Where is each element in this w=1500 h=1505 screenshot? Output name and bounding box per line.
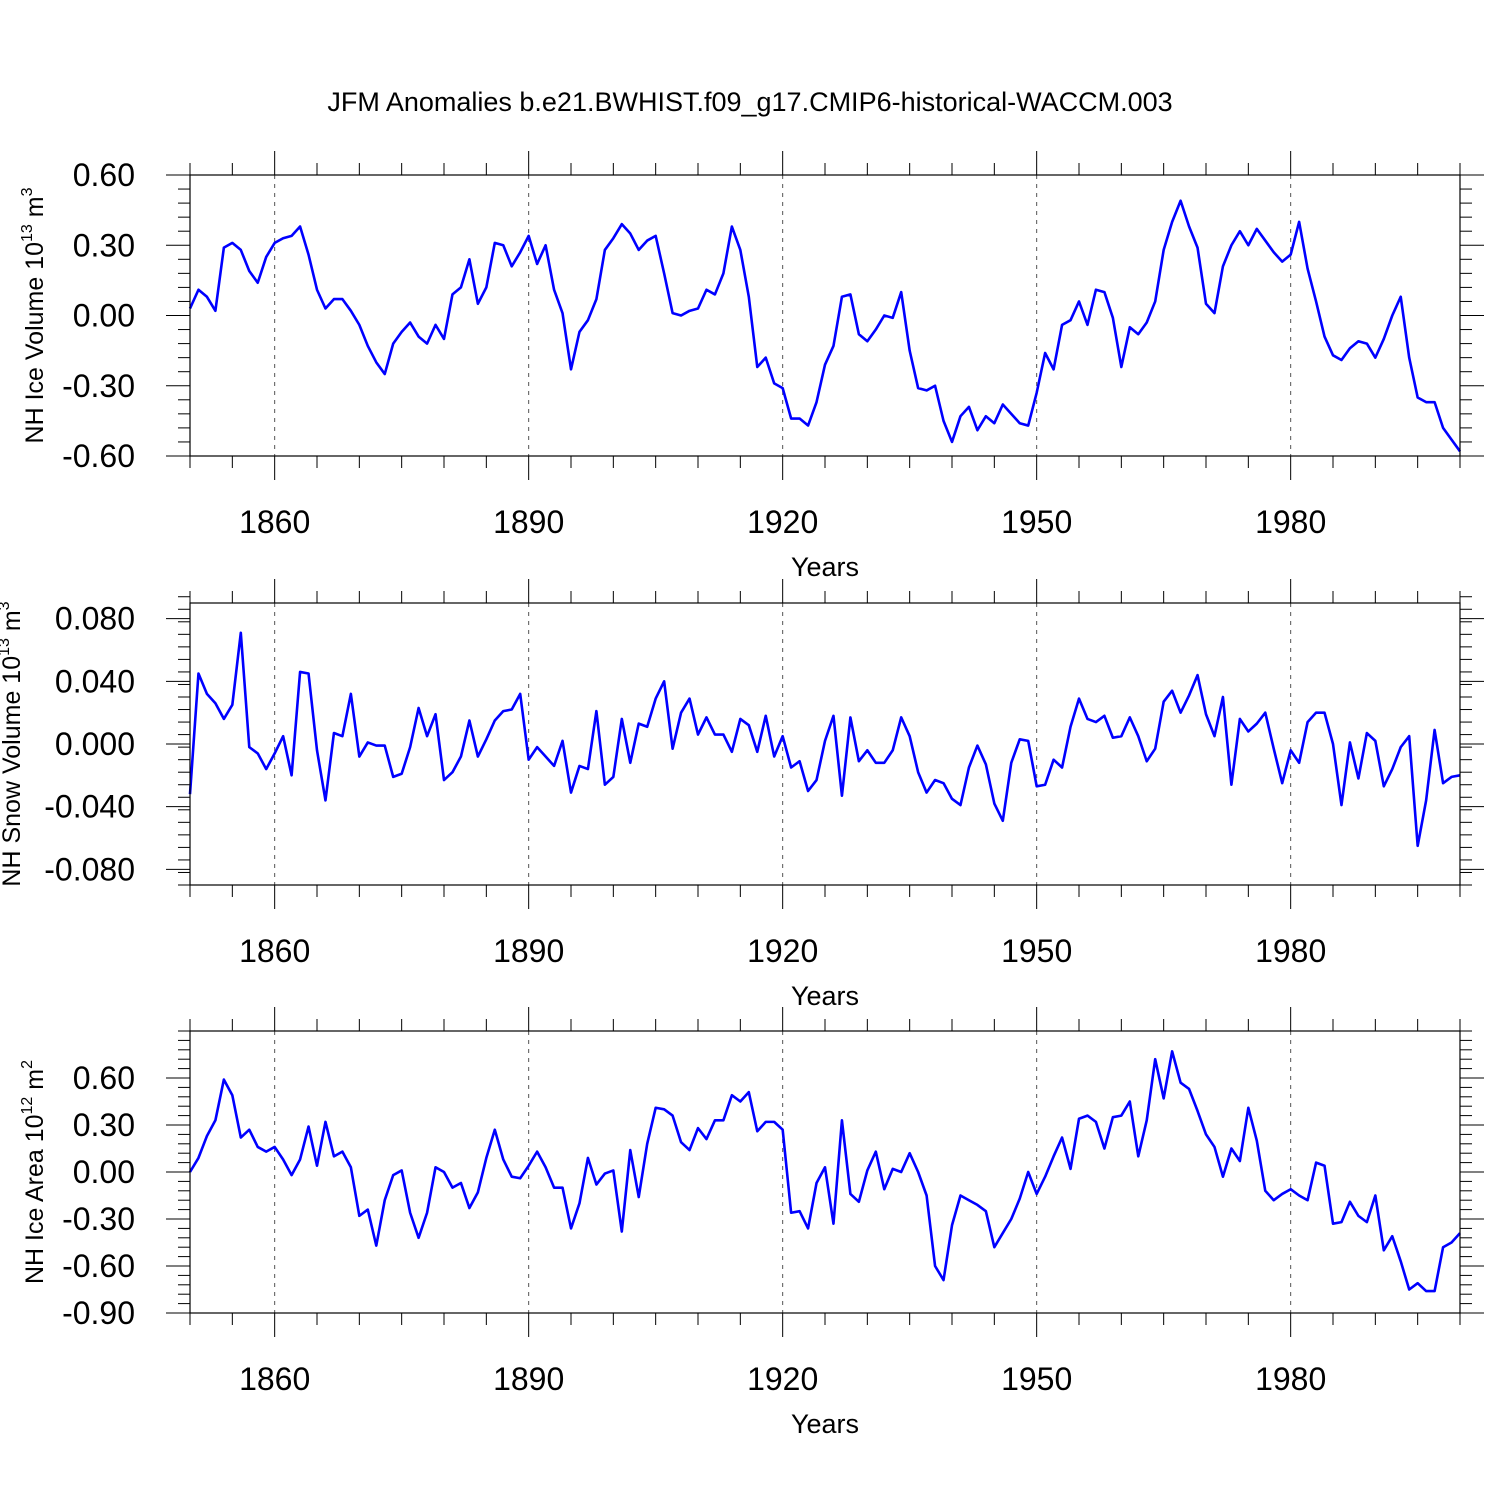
y-tick-label--0.60: -0.60: [62, 1248, 135, 1284]
x-tick-label-1860: 1860: [239, 504, 310, 540]
y-axis-label: NH Ice Volume 1013 m3: [19, 187, 49, 443]
x-axis-label: Years: [791, 1409, 859, 1439]
x-tick-label-1950: 1950: [1001, 933, 1072, 969]
y-axis-label: NH Snow Volume 1013 m3: [0, 601, 26, 886]
x-tick-label-1890: 1890: [493, 1361, 564, 1397]
y-axis-label-unit: m: [0, 610, 26, 638]
panels: 1860 1890 1920 1950 1980 -0.60 -0.30 0.00 0.30 0.…: [0, 151, 1484, 1439]
x-tick-label-1860: 1860: [239, 1361, 310, 1397]
y-tick-label--0.040: -0.040: [44, 789, 135, 825]
y-axis-label-unit-exponent: 3: [0, 601, 13, 610]
y-axis-label: NH Ice Area 1012 m2: [19, 1060, 49, 1284]
y-axis-label-unit-exponent: 2: [19, 1060, 36, 1069]
x-tick-label-1980: 1980: [1255, 1361, 1326, 1397]
y-tick-label-0.040: 0.040: [55, 663, 135, 699]
y-tick-label-0.30: 0.30: [73, 227, 135, 263]
y-axis-label-text: NH Ice Area 10: [21, 1114, 49, 1284]
plot-frame: [189, 602, 1461, 886]
y-tick-label--0.30: -0.30: [62, 1201, 135, 1237]
y-tick-label-0.080: 0.080: [55, 601, 135, 637]
y-tick-label-0.000: 0.000: [55, 726, 135, 762]
x-tick-label-1920: 1920: [747, 1361, 818, 1397]
y-tick-label--0.080: -0.080: [44, 851, 135, 887]
y-axis-label-exponent: 13: [19, 224, 36, 242]
y-axis-label-unit: m: [21, 1069, 49, 1097]
y-tick-label-0.00: 0.00: [73, 298, 135, 334]
y-axis-label-unit: m: [21, 196, 49, 224]
x-tick-label-1890: 1890: [493, 933, 564, 969]
x-tick-label-1920: 1920: [747, 933, 818, 969]
x-axis-label: Years: [791, 981, 859, 1011]
panel-2: 1860 1890 1920 1950 1980 -0.080 -0.040 0.000 0.0…: [0, 579, 1484, 1011]
series-line-3: [188, 1050, 1461, 1293]
series-line-1: [188, 199, 1462, 453]
x-tick-label-1950: 1950: [1001, 504, 1072, 540]
plot-frame: [189, 174, 1461, 457]
y-tick-label-0.60: 0.60: [73, 1060, 135, 1096]
x-tick-label-1890: 1890: [493, 504, 564, 540]
y-tick-label-0.00: 0.00: [73, 1154, 135, 1190]
figure-title: JFM Anomalies b.e21.BWHIST.f09_g17.CMIP6…: [327, 87, 1172, 117]
x-axis-label: Years: [791, 552, 859, 582]
x-tick-label-1920: 1920: [747, 504, 818, 540]
y-tick-label--0.90: -0.90: [62, 1295, 135, 1331]
x-tick-label-1950: 1950: [1001, 1361, 1072, 1397]
y-axis-label-text: NH Ice Volume 10: [21, 242, 49, 444]
y-axis-label-exponent: 13: [0, 638, 13, 656]
series-line-2: [188, 631, 1461, 848]
y-tick-label--0.30: -0.30: [62, 368, 135, 404]
x-tick-label-1980: 1980: [1255, 933, 1326, 969]
y-tick-label-0.30: 0.30: [73, 1107, 135, 1143]
y-axis-label-text: NH Snow Volume 10: [0, 656, 26, 887]
y-axis-label-exponent: 12: [19, 1097, 36, 1115]
y-tick-label--0.60: -0.60: [62, 438, 135, 474]
x-tick-label-1980: 1980: [1255, 504, 1326, 540]
y-axis-label-unit-exponent: 3: [19, 187, 36, 196]
plot-frame: [189, 1030, 1461, 1314]
y-tick-label-0.60: 0.60: [73, 157, 135, 193]
panel-1: 1860 1890 1920 1950 1980 -0.60 -0.30 0.00 0.30 0.…: [19, 151, 1484, 582]
panel-3: 1860 1890 1920 1950 1980 -0.90 -0.60 -0.30 0.00 0…: [19, 1007, 1484, 1439]
x-tick-label-1860: 1860: [239, 933, 310, 969]
